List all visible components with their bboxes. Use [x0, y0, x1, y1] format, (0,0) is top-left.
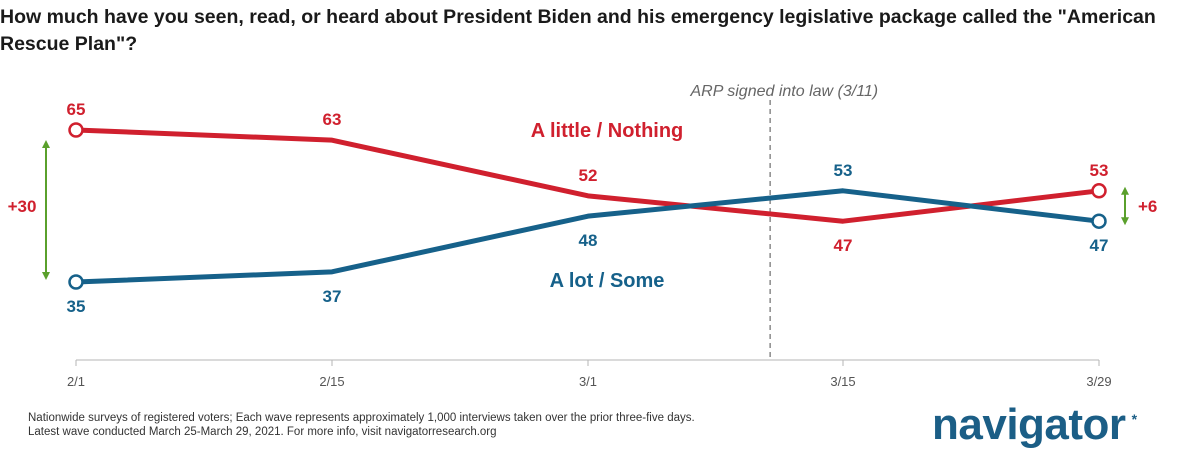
end-gap-arrow-head-down — [1121, 217, 1129, 226]
start-gap-arrow-head-up — [42, 140, 50, 148]
series-lines — [68, 122, 1107, 290]
data-label: 35 — [67, 297, 86, 316]
data-label: 48 — [579, 231, 598, 250]
data-label: 47 — [1090, 236, 1109, 255]
footnote-line-2: Latest wave conducted March 25-March 29,… — [28, 426, 497, 438]
data-label: 63 — [323, 110, 342, 129]
endpoint-marker — [68, 122, 84, 138]
data-label: 53 — [1090, 161, 1109, 180]
x-tick-label: 2/1 — [67, 374, 85, 389]
endpoint-marker — [68, 274, 84, 290]
data-label: 47 — [834, 236, 853, 255]
series-name-label: A lot / Some — [550, 270, 665, 292]
data-label: 52 — [579, 166, 598, 185]
data-label: 65 — [67, 100, 86, 119]
chart-title: How much have you seen, read, or heard a… — [0, 6, 1156, 55]
footnote-line-1: Nationwide surveys of registered voters;… — [28, 412, 695, 424]
law-signed-marker: ARP signed into law (3/11) — [689, 83, 878, 360]
x-tick-label: 2/15 — [319, 374, 344, 389]
data-labels: 65 63 52 47 53 35 37 48 53 47 A little / Nothing A … — [67, 100, 1109, 316]
law-signed-label: ARP signed into law (3/11) — [689, 83, 878, 100]
gap-arrows: +30 +6 — [8, 140, 1157, 280]
series-line — [73, 127, 1102, 224]
data-label: 53 — [834, 161, 853, 180]
footnote: Nationwide surveys of registered voters;… — [28, 411, 695, 439]
series-line — [73, 188, 1102, 285]
x-tick-label: 3/29 — [1086, 374, 1111, 389]
start-gap-arrow-head-down — [42, 272, 50, 280]
end-gap-arrow-head-up — [1121, 186, 1129, 195]
series-name-label: A little / Nothing — [531, 120, 684, 142]
logo-star-icon: * — [1131, 411, 1137, 427]
end-gap-label: +6 — [1138, 197, 1157, 216]
start-gap-label: +30 — [8, 197, 37, 216]
navigator-logo: navigator * — [932, 400, 1137, 450]
x-tick-label: 3/15 — [830, 374, 855, 389]
logo-text: navigator — [932, 400, 1126, 449]
data-label: 37 — [323, 287, 342, 306]
endpoint-marker — [1091, 213, 1107, 229]
endpoint-marker — [1091, 183, 1107, 199]
x-tick-label: 3/1 — [579, 374, 597, 389]
x-axis: 2/1 2/15 3/1 3/15 3/29 — [67, 359, 1112, 389]
